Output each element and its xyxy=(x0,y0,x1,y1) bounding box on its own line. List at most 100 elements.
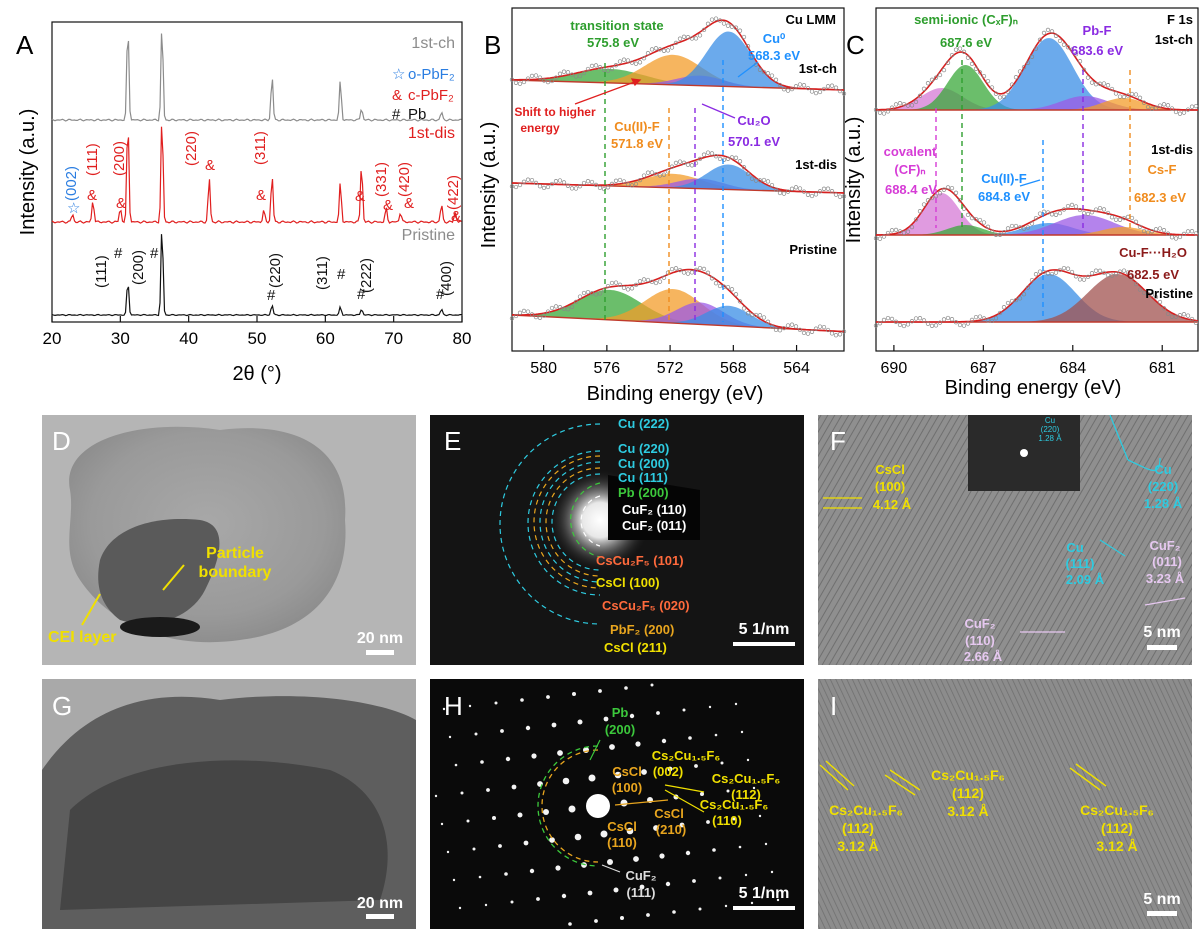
raw-data-point xyxy=(721,21,727,26)
raw-data-point xyxy=(1077,277,1083,282)
raw-data-point xyxy=(665,169,671,174)
diffraction-spot xyxy=(650,683,654,687)
diffraction-spot xyxy=(656,711,660,715)
diffraction-spot xyxy=(685,850,691,856)
raw-data-point xyxy=(945,60,951,65)
x-tick-label: 681 xyxy=(1149,360,1176,377)
diffraction-spot xyxy=(665,881,671,887)
raw-data-point xyxy=(1169,106,1175,111)
raw-data-point xyxy=(1165,231,1171,236)
curve-label-1st-ch-b: 1st-ch xyxy=(799,61,837,76)
raw-data-point xyxy=(637,279,643,284)
raw-data-point xyxy=(785,189,791,194)
fit-component xyxy=(876,98,1198,110)
annot-shift-2: energy xyxy=(520,121,560,135)
arrow-boundary xyxy=(162,564,185,591)
raw-data-point xyxy=(617,282,623,287)
raw-data-point xyxy=(1057,38,1063,44)
raw-data-point xyxy=(729,24,735,29)
raw-data-point xyxy=(957,198,963,203)
annot-pbf-ev: 683.6 eV xyxy=(1071,43,1123,58)
scale-bar-h xyxy=(733,906,795,910)
panel-e: E Cu (222) Cu (220) Cu (200) Cu (111) Pb… xyxy=(430,415,804,665)
raw-data-point xyxy=(793,324,799,329)
raw-data-point xyxy=(717,156,723,162)
raw-data-point xyxy=(1185,313,1191,318)
raw-data-point xyxy=(681,160,687,165)
fit-component xyxy=(876,225,1198,235)
raw-data-point xyxy=(825,327,831,333)
annot-transition: transition state xyxy=(570,18,663,33)
raw-data-point xyxy=(909,319,915,324)
raw-data-point xyxy=(1085,75,1091,80)
raw-data-point xyxy=(741,34,747,40)
raw-data-point xyxy=(1137,95,1143,100)
ring-pb-h xyxy=(537,745,599,867)
diffraction-spot xyxy=(750,901,754,905)
raw-data-point xyxy=(973,216,979,222)
raw-data-point xyxy=(941,317,947,322)
raw-data-point xyxy=(517,182,523,188)
raw-data-point xyxy=(537,315,543,320)
raw-data-point xyxy=(657,47,663,52)
curve-label-pristine-b: Pristine xyxy=(789,242,837,257)
raw-data-point xyxy=(741,306,747,311)
raw-data-point xyxy=(929,195,935,201)
raw-data-point xyxy=(629,60,635,65)
label-particle: Particle xyxy=(206,545,264,562)
spot-label: (210) xyxy=(656,822,686,837)
raw-data-point xyxy=(1173,236,1179,241)
raw-data-point xyxy=(829,189,835,194)
curve-label-1st-dis-c: 1st-dis xyxy=(1151,142,1193,157)
diffraction-spot xyxy=(740,730,744,734)
fit-component xyxy=(512,54,844,90)
raw-data-point xyxy=(549,305,555,311)
raw-data-point xyxy=(837,332,843,337)
raw-data-point xyxy=(965,55,971,60)
raw-data-point xyxy=(1037,269,1043,274)
raw-data-point xyxy=(525,177,531,182)
diffraction-spot xyxy=(708,705,712,709)
diffraction-spot xyxy=(562,777,570,785)
fit-component xyxy=(876,65,1198,110)
raw-data-point xyxy=(1185,229,1191,234)
diffraction-spot xyxy=(577,719,583,725)
raw-data-point xyxy=(525,76,531,81)
raw-data-point xyxy=(805,331,811,336)
panel-letter-h: H xyxy=(444,691,463,721)
raw-data-point xyxy=(957,46,963,51)
diffraction-spot xyxy=(624,686,628,690)
raw-data-point xyxy=(1161,102,1167,107)
raw-data-point xyxy=(657,173,663,178)
ring-label: Cu (222) xyxy=(618,416,669,431)
spot-labels-h: Pb (200) Cs₂Cu₁.₅F₆ (002) CsCl (100) Cs₂… xyxy=(605,705,781,900)
raw-data-point xyxy=(553,179,559,184)
raw-data-point xyxy=(1145,230,1151,235)
diffraction-spot xyxy=(720,761,724,765)
raw-data-point xyxy=(889,316,895,322)
raw-data-point xyxy=(893,102,899,107)
raw-data-point xyxy=(1033,46,1039,51)
raw-data-point xyxy=(1109,215,1115,220)
raw-data-point xyxy=(817,324,823,329)
annot-shift-1: Shift to higher xyxy=(514,105,596,119)
raw-data-point xyxy=(1025,60,1031,65)
marker-amp: & xyxy=(451,208,461,225)
annot-semi-ev: 687.6 eV xyxy=(940,35,992,50)
raw-data-point xyxy=(1065,203,1071,209)
hrtem-image-i xyxy=(818,679,1192,929)
marker-amp: & xyxy=(404,195,414,212)
lattice-label: (011) xyxy=(1152,554,1182,569)
raw-data-point xyxy=(693,160,699,166)
raw-data-point xyxy=(1081,67,1087,72)
diffraction-spot xyxy=(633,856,639,862)
diffraction-spot xyxy=(692,879,696,883)
x-axis-label-b: Binding energy (eV) xyxy=(587,383,764,405)
raw-data-point xyxy=(601,67,607,72)
annot-transition-ev: 575.8 eV xyxy=(587,35,639,50)
raw-data-point xyxy=(1121,94,1127,100)
raw-data-point xyxy=(809,329,815,334)
raw-data-point xyxy=(569,72,575,77)
raw-data-point xyxy=(877,110,883,115)
scale-label-e: 5 1/nm xyxy=(739,621,790,638)
